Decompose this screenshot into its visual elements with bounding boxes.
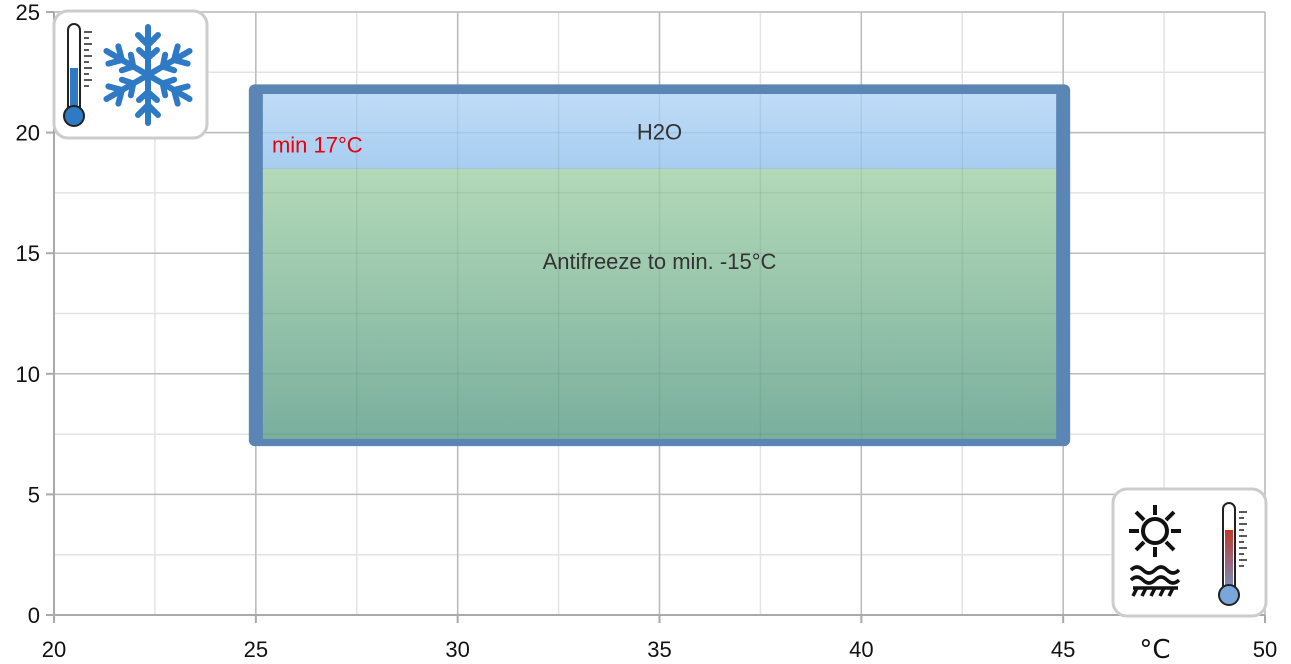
region-h2o-label: H2O bbox=[637, 119, 682, 144]
x-tick-label: 50 bbox=[1253, 637, 1277, 662]
x-tick-label: 30 bbox=[445, 637, 469, 662]
y-tick-label: 5 bbox=[28, 482, 40, 507]
tick-labels: 20 25 30 35 40 45 50 0 5 10 15 20 25 bbox=[16, 0, 1278, 662]
y-tick-label: 10 bbox=[16, 362, 40, 387]
inner-grid-lines bbox=[262, 94, 1057, 439]
x-tick-label: 45 bbox=[1051, 637, 1075, 662]
cold-icon-box bbox=[52, 9, 209, 140]
region-antifreeze bbox=[262, 168, 1057, 439]
snowflake-icon bbox=[101, 24, 194, 123]
region-h2o bbox=[262, 94, 1057, 169]
y-tick-label: 25 bbox=[16, 0, 40, 25]
region-antifreeze-label: Antifreeze to min. -15°C bbox=[543, 249, 777, 274]
thermometer-cold-icon bbox=[63, 23, 92, 127]
sun-icon bbox=[1129, 505, 1181, 557]
y-tick-label: 15 bbox=[16, 241, 40, 266]
regions: H2O Antifreeze to min. -15°C min 17°C bbox=[248, 84, 1071, 447]
heat-waves-icon bbox=[1129, 565, 1181, 597]
min-temperature-annotation: min 17°C bbox=[272, 133, 363, 158]
x-tick-label: 25 bbox=[244, 637, 268, 662]
y-tick-label: 20 bbox=[16, 121, 40, 146]
x-tick-label: 20 bbox=[42, 637, 66, 662]
x-tick-label: 35 bbox=[647, 637, 671, 662]
hot-icon-box bbox=[1111, 487, 1268, 618]
thermometer-hot-icon bbox=[1218, 502, 1247, 606]
y-tick-label: 0 bbox=[28, 603, 40, 628]
x-unit-label: °C bbox=[1139, 635, 1170, 664]
x-tick-label: 40 bbox=[849, 637, 873, 662]
